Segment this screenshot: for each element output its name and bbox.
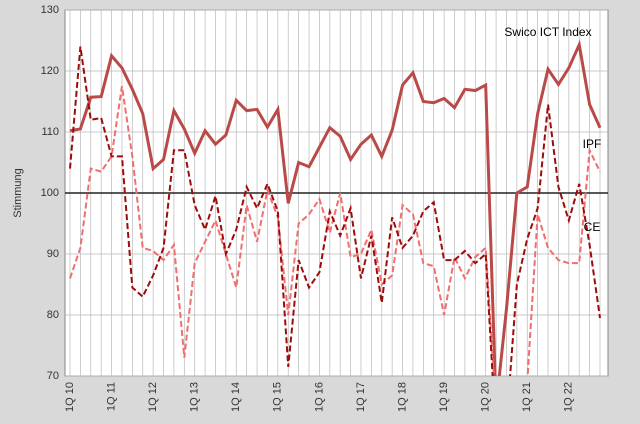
x-tick-label: 1Q 16 [313,382,325,412]
x-tick-label: 1Q 10 [64,382,76,412]
y-tick-label: 90 [47,248,59,260]
x-tick-label: 1Q 22 [563,382,575,412]
x-tick-label: 1Q 13 [189,382,201,412]
y-tick-label: 70 [47,370,59,382]
y-tick-label: 110 [41,126,59,138]
y-tick-label: 80 [47,309,59,321]
y-tick-label: 100 [41,187,59,199]
x-tick-label: 1Q 20 [480,382,492,412]
x-tick-label: 1Q 21 [521,382,533,412]
series-line [69,86,601,376]
y-tick-label: 130 [41,4,59,16]
x-tick-label: 1Q 11 [105,382,117,411]
x-tick-label: 1Q 14 [230,382,242,412]
x-tick-label: 1Q 15 [272,382,284,412]
x-tick-label: 1Q 12 [147,382,159,412]
series-label: Swico ICT Index [504,25,591,39]
y-tick-label: 120 [41,65,59,77]
series-line [69,39,602,376]
series-label: CE [584,220,601,234]
x-tick-label: 1Q 18 [396,382,408,412]
series-label: IPF [583,137,602,151]
x-tick-label: 1Q 19 [438,382,450,412]
y-axis-label: Stimmung [12,168,24,218]
x-tick-label: 1Q 17 [355,382,367,412]
